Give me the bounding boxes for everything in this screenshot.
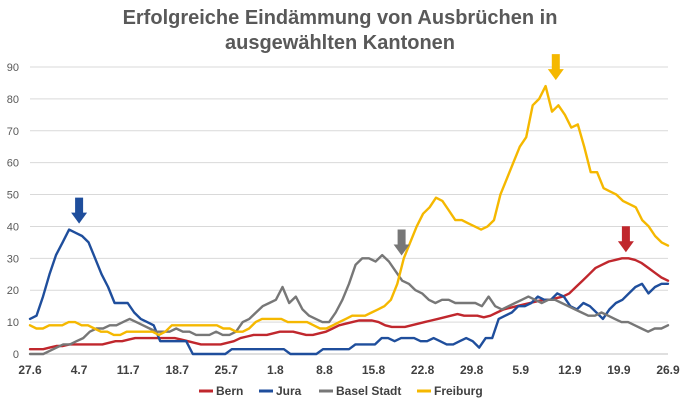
series-line-basel-stadt <box>28 253 670 356</box>
y-axis-ticks: 0 10 20 30 40 50 60 70 80 90 <box>7 62 19 361</box>
x-tick-label: 12.9 <box>558 363 582 377</box>
x-tick-label: 4.7 <box>71 363 88 377</box>
y-tick-label: 60 <box>7 158 19 170</box>
x-tick-label: 27.6 <box>18 363 42 377</box>
annotation-arrows <box>71 54 634 256</box>
x-tick-label: 11.7 <box>117 363 140 377</box>
x-tick-label: 26.9 <box>656 363 680 377</box>
x-tick-label: 18.7 <box>166 363 190 377</box>
x-tick-label: 1.8 <box>267 363 284 377</box>
arrow-down-icon <box>71 197 88 224</box>
arrow-down-icon <box>547 54 564 81</box>
x-tick-label: 25.7 <box>215 363 239 377</box>
legend-label: Bern <box>216 384 243 398</box>
y-tick-label: 70 <box>7 126 19 138</box>
y-tick-label: 0 <box>13 349 19 361</box>
x-tick-label: 22.8 <box>411 363 435 377</box>
y-tick-label: 80 <box>7 94 19 106</box>
arrow-down-icon <box>617 226 634 253</box>
legend-label: Basel Stadt <box>336 384 401 398</box>
chart-title-line-1: Erfolgreiche Eindämmung von Ausbrüchen i… <box>122 7 558 29</box>
y-tick-label: 10 <box>7 317 19 329</box>
gridlines <box>30 66 668 323</box>
y-tick-label: 50 <box>7 190 19 202</box>
x-tick-label: 19.9 <box>607 363 631 377</box>
series-line-jura <box>28 228 670 356</box>
x-axis-ticks: 27.6 4.7 11.7 18.7 25.7 1.8 8.8 15.8 22.8 29.8 5.9… <box>18 363 680 377</box>
legend-label: Jura <box>276 384 302 398</box>
legend-label: Freiburg <box>434 384 483 398</box>
x-tick-label: 15.8 <box>362 363 386 377</box>
legend: Bern Jura Basel Stadt Freiburg <box>199 384 483 398</box>
arrow-down-icon <box>393 229 410 256</box>
y-tick-label: 40 <box>7 221 19 233</box>
y-tick-label: 20 <box>7 285 19 297</box>
y-tick-label: 30 <box>7 253 19 265</box>
x-tick-label: 29.8 <box>460 363 484 377</box>
series-lines <box>28 84 670 356</box>
x-tick-label: 8.8 <box>316 363 333 377</box>
series-line-freiburg <box>28 84 670 337</box>
x-tick-label: 5.9 <box>512 363 529 377</box>
y-tick-label: 90 <box>7 62 19 74</box>
chart-title-line-2: ausgewählten Kantonen <box>224 32 456 54</box>
